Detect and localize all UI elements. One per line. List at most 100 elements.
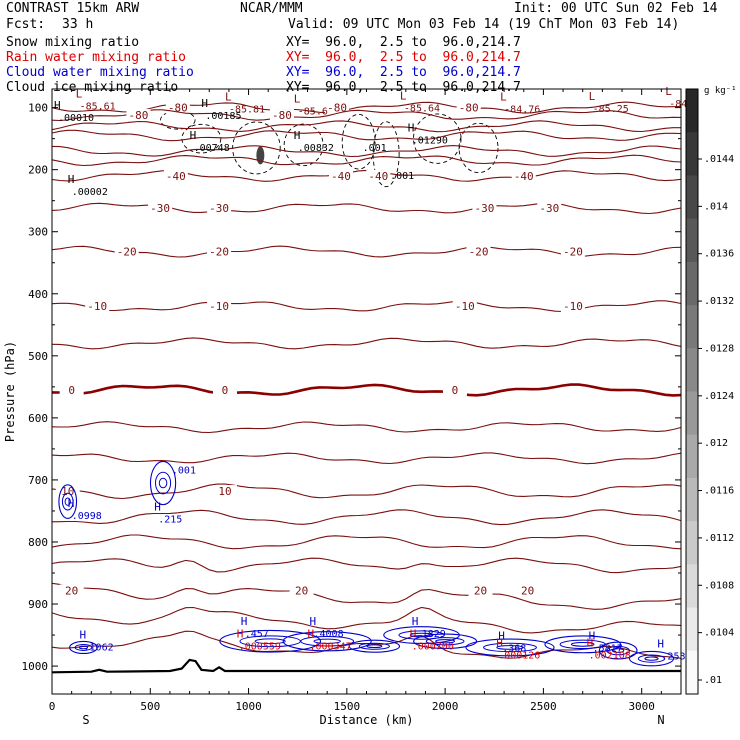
extremum-marker: H <box>201 97 208 110</box>
isotherm-line <box>51 154 682 167</box>
cloud-water-contour <box>570 642 595 647</box>
isotherm-line <box>51 337 682 350</box>
extremum-value: .1829 <box>416 629 446 640</box>
cloud-water-contour <box>413 633 478 650</box>
isotherm-label-bg <box>207 300 232 313</box>
cloud-water-contour <box>149 460 177 506</box>
isotherm-label: -30 <box>539 202 559 215</box>
snow-contour <box>283 123 324 167</box>
colorbar-tick-label: .0128 <box>704 343 734 354</box>
isotherm-line <box>51 452 682 465</box>
isotherm-label: 0 <box>452 384 459 397</box>
isotherm-line <box>51 120 681 133</box>
extremum-marker: H <box>241 615 248 628</box>
cloud-water-contour <box>155 471 172 495</box>
extremum-value: .5817 <box>593 643 623 654</box>
cloud-water-contour <box>628 650 675 667</box>
isotherm-label-bg <box>452 300 477 313</box>
isotherm-label-bg <box>163 169 188 182</box>
colorbar-tick-label: .0124 <box>704 391 734 402</box>
cloud-water-contour <box>158 477 168 489</box>
extremum-marker: H <box>54 99 61 112</box>
isotherm-label-bg <box>442 383 467 396</box>
isotherm-label-bg <box>366 169 391 182</box>
isotherm-label-bg <box>55 485 80 498</box>
cloud-water-contour <box>58 484 78 519</box>
isotherm-label-bg <box>456 101 481 114</box>
extremum-marker: L <box>76 88 83 101</box>
colorbar-tick-label: .01 <box>704 675 722 686</box>
extremum-value: .00002 <box>72 187 108 198</box>
x-tick-label: 1500 <box>334 700 361 713</box>
colorbar-segment <box>686 132 698 176</box>
isotherm-label: -20 <box>117 246 137 259</box>
cloud-water-contour <box>69 640 98 655</box>
isotherm-label-bg <box>207 202 232 215</box>
isotherm-label-bg <box>85 300 110 313</box>
isotherm-label: 0 <box>222 384 229 397</box>
contour-label: .001 <box>172 466 196 477</box>
isotherm-label: -80 <box>327 102 347 115</box>
extremum-value: -85.81 <box>229 105 265 116</box>
isotherm-label-bg <box>328 169 353 182</box>
colorbar-segment <box>686 564 698 609</box>
colorbar-segment <box>686 391 698 436</box>
isotherm-label-bg <box>468 584 493 597</box>
extremum-marker: H <box>498 629 505 642</box>
isotherm-label: -20 <box>563 246 583 259</box>
isotherm-line <box>51 509 682 526</box>
end-point-label: N <box>657 713 664 727</box>
isotherm-label: -30 <box>475 202 495 215</box>
isotherm-line <box>51 383 682 397</box>
organization-label: NCAR/MMM <box>240 1 303 16</box>
extremum-marker: H <box>587 637 594 650</box>
isotherm-line <box>51 534 682 550</box>
isotherm-label-bg <box>59 584 84 597</box>
x-axis-title: Distance (km) <box>320 713 414 727</box>
legend-cloud-water-xy: XY= 96.0, 2.5 to 96.0,214.7 <box>286 65 521 80</box>
isotherm-line <box>51 421 682 434</box>
isotherm-line <box>51 109 682 122</box>
colorbar-tick-label: .0116 <box>704 486 734 497</box>
cloud-water-contour <box>496 645 524 650</box>
isotherm-line <box>51 582 682 610</box>
isotherm-label: -10 <box>455 300 475 313</box>
colorbar-segment <box>686 650 698 695</box>
isotherm-line <box>51 300 682 313</box>
colorbar-tick-label: .0104 <box>704 628 734 639</box>
extremum-value: .01290 <box>412 136 448 147</box>
colorbar-segment <box>686 261 698 306</box>
cloud-water-contour <box>348 639 401 653</box>
y-axis-title: Pressure (hPa) <box>3 341 17 442</box>
isotherm-line <box>51 245 682 258</box>
extremum-marker: H <box>68 173 75 186</box>
isotherm-label-bg <box>560 300 585 313</box>
legend-rain-name: Rain water mixing ratio <box>6 50 187 65</box>
isotherm-label-bg <box>325 101 350 114</box>
isotherm-label-bg <box>560 245 585 258</box>
colorbar-segment <box>686 218 698 263</box>
isotherm-label: -10 <box>87 300 107 313</box>
extremum-value: .000347 <box>309 641 351 652</box>
extremum-value: .000559 <box>239 641 281 652</box>
legend-cloud-ice-name: Cloud ice mixing ratio <box>6 80 179 95</box>
extremum-marker: H <box>237 627 244 640</box>
extremum-marker: H <box>154 500 161 513</box>
cloud-water-contour <box>61 492 74 511</box>
cloud-water-contour <box>366 644 383 649</box>
isotherm-line <box>51 483 682 500</box>
cloud-water-contour <box>435 639 456 644</box>
y-tick-label: 600 <box>28 412 48 425</box>
extremum-marker: H <box>410 627 417 640</box>
start-point-label: S <box>82 713 89 727</box>
isotherm-line <box>51 202 682 215</box>
isotherm-label: -80 <box>459 102 479 115</box>
isotherm-label-bg <box>269 109 294 122</box>
isotherm-label: -30 <box>209 202 229 215</box>
isotherm-label: -10 <box>563 300 583 313</box>
isotherm-label: -80 <box>129 109 149 122</box>
y-tick-label: 400 <box>28 288 48 301</box>
colorbar-segment <box>686 89 698 133</box>
colorbar-segment <box>686 477 698 522</box>
